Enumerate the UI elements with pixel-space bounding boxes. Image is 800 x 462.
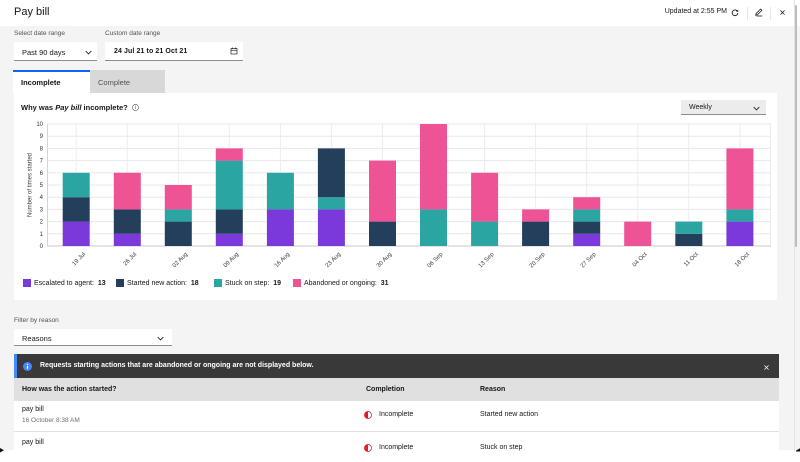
svg-text:7: 7 — [40, 159, 44, 165]
svg-text:26 Jul: 26 Jul — [123, 252, 139, 268]
svg-text:06 Sep: 06 Sep — [427, 251, 445, 269]
svg-text:3: 3 — [40, 207, 44, 213]
svg-text:4: 4 — [40, 195, 44, 201]
svg-text:30 Aug: 30 Aug — [376, 252, 393, 269]
svg-text:9: 9 — [40, 134, 44, 140]
svg-text:20 Sep: 20 Sep — [529, 251, 547, 269]
svg-text:27 Sep: 27 Sep — [580, 251, 598, 269]
svg-text:6: 6 — [40, 171, 44, 177]
svg-text:5: 5 — [40, 183, 44, 189]
svg-text:04 Oct: 04 Oct — [632, 251, 649, 268]
svg-text:18 Oct: 18 Oct — [734, 251, 751, 268]
svg-text:2: 2 — [40, 220, 44, 226]
svg-text:13 Sep: 13 Sep — [478, 251, 496, 269]
svg-text:8: 8 — [40, 146, 44, 152]
svg-text:11 Oct: 11 Oct — [683, 251, 700, 268]
svg-text:19 Jul: 19 Jul — [72, 252, 88, 268]
svg-text:0: 0 — [40, 244, 44, 250]
svg-text:16 Aug: 16 Aug — [274, 252, 291, 269]
svg-text:1: 1 — [40, 232, 44, 238]
svg-text:02 Aug: 02 Aug — [172, 252, 189, 269]
svg-text:23 Aug: 23 Aug — [325, 252, 342, 269]
svg-text:10: 10 — [36, 122, 43, 128]
svg-text:09 Aug: 09 Aug — [223, 252, 240, 269]
svg-text:Number of times started: Number of times started — [28, 153, 34, 217]
